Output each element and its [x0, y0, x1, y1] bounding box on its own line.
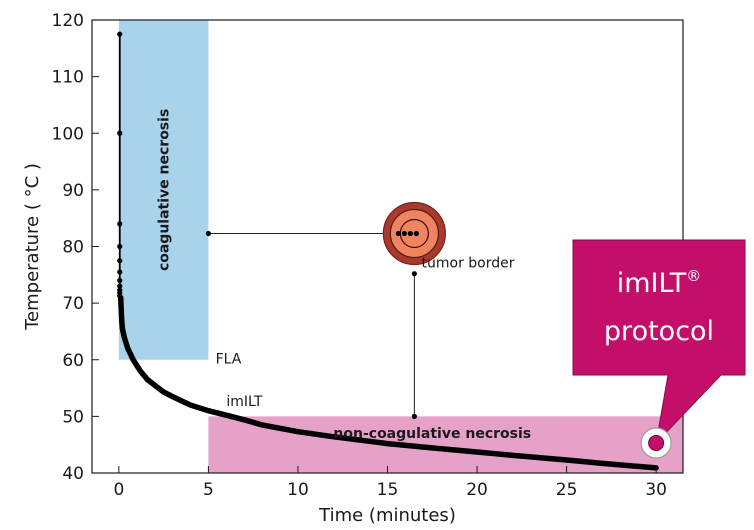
connector-endpoint — [411, 271, 417, 277]
fla-point — [117, 293, 123, 299]
imilt-curve-label: imILT — [226, 394, 263, 410]
fla-point — [117, 283, 123, 289]
x-tick-label: 15 — [377, 480, 399, 500]
fla-point — [117, 130, 123, 136]
y-tick-label: 100 — [52, 124, 84, 144]
fla-point — [117, 221, 123, 227]
fla-label: FLA — [216, 352, 242, 368]
y-tick-label: 50 — [62, 407, 84, 427]
y-tick-label: 70 — [62, 294, 84, 314]
callout-box — [572, 239, 746, 445]
y-tick-label: 80 — [62, 238, 84, 258]
y-tick-label: 120 — [52, 11, 84, 31]
x-tick-label: 30 — [645, 480, 667, 500]
callout-title-text: imILT — [617, 268, 687, 299]
coagulative-necrosis-label: coagulative necrosis — [157, 109, 173, 271]
callout-title: imILT® — [617, 267, 702, 299]
callout-subtitle: protocol — [604, 316, 714, 347]
tumor-probe-point — [407, 230, 413, 237]
x-tick-label: 5 — [203, 480, 214, 500]
y-tick-label: 40 — [62, 464, 84, 484]
imilt-series — [117, 294, 659, 471]
fla-series — [117, 31, 123, 299]
x-tick-label: 25 — [556, 480, 578, 500]
tumor-probe-point — [395, 230, 401, 237]
x-tick-label: 20 — [466, 480, 488, 500]
imilt-curve — [117, 294, 659, 471]
fla-point — [117, 258, 123, 264]
x-axis-ticks: 0 5 10 15 20 25 30 — [113, 466, 667, 500]
connector-endpoint — [411, 413, 417, 419]
coagulative-necrosis-region — [118, 20, 209, 360]
tumor-probe-point — [401, 230, 407, 237]
x-axis-label: Time (minutes) — [318, 505, 456, 526]
y-tick-label: 90 — [62, 181, 84, 201]
x-tick-label: 0 — [113, 480, 124, 500]
non-coagulative-necrosis-label: non-coagulative necrosis — [333, 426, 531, 442]
imilt-protocol-callout: imILT® protocol — [572, 239, 746, 459]
registered-mark: ® — [686, 267, 701, 285]
fla-point — [117, 243, 123, 250]
connector-endpoint — [205, 230, 212, 237]
y-tick-label: 110 — [52, 68, 84, 88]
fla-point — [117, 269, 123, 275]
fla-point — [117, 277, 123, 284]
x-tick-label: 10 — [287, 480, 309, 500]
y-axis-label: Temperature ( °C ) — [22, 163, 43, 331]
target-dot — [648, 434, 665, 451]
tumor-probe-point — [413, 230, 419, 237]
tumor-border-label: tumor border — [422, 255, 515, 271]
y-axis-ticks: 40 50 60 70 80 90 100 110 120 — [52, 11, 99, 484]
tumor-symbol — [382, 201, 446, 266]
fla-point — [117, 31, 123, 37]
y-tick-label: 60 — [62, 351, 84, 371]
